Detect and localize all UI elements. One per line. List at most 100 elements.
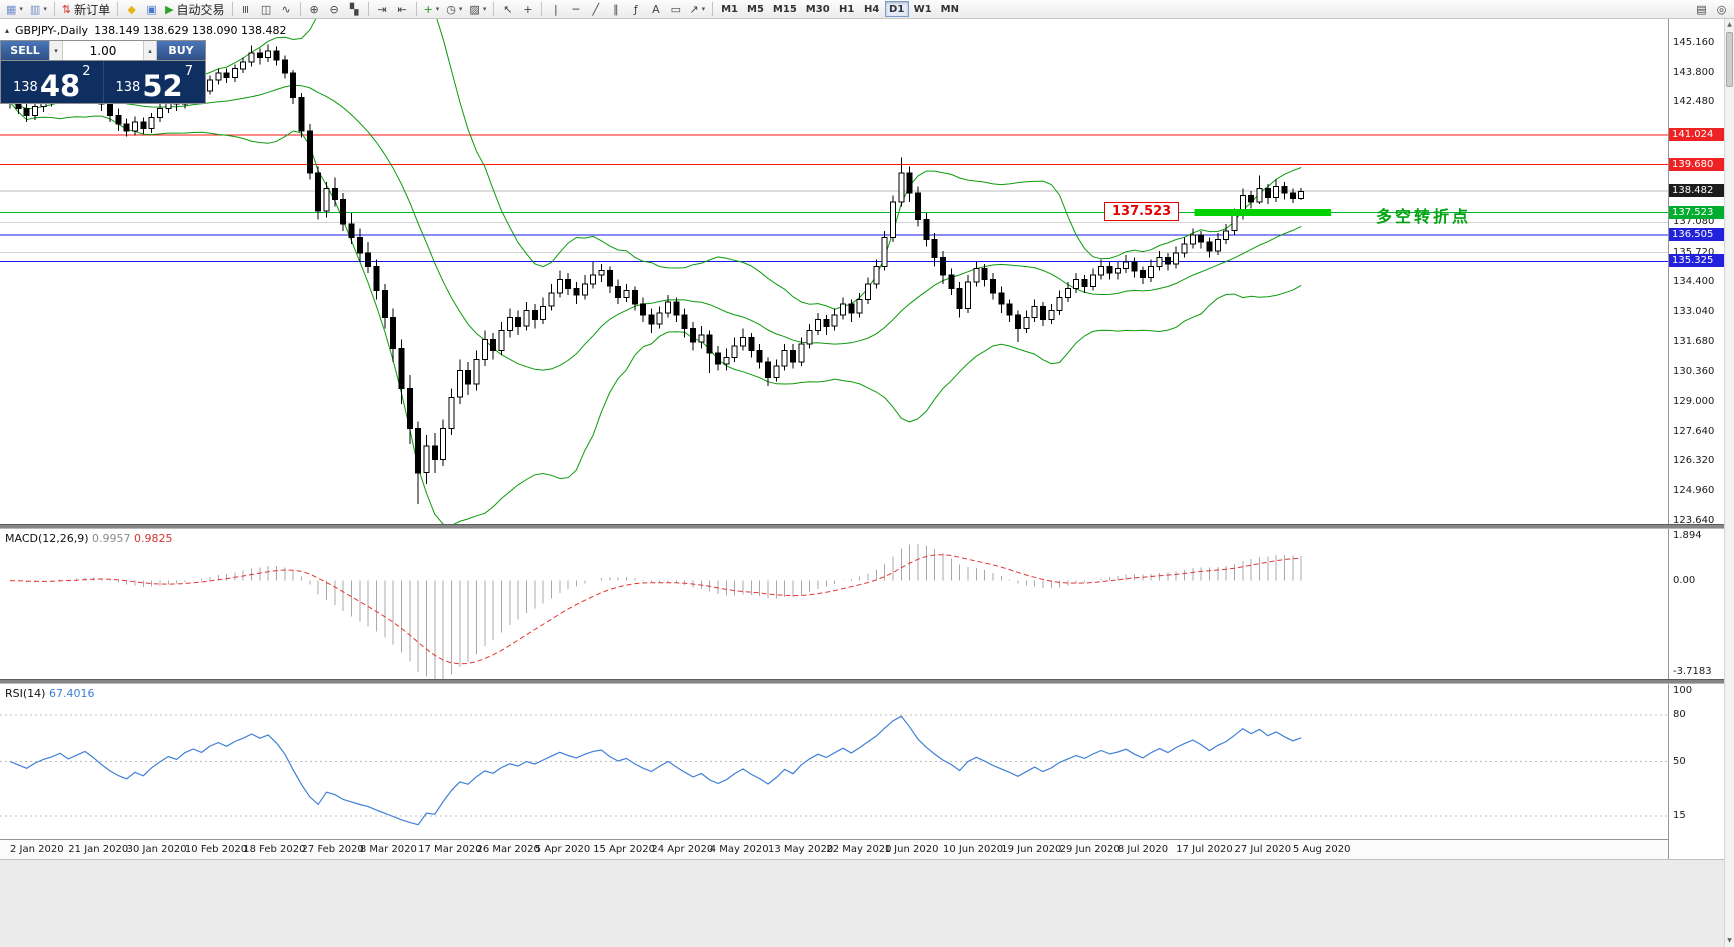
- macd-axis-label: 0.00: [1673, 574, 1696, 586]
- toolbar-separator: [53, 2, 55, 16]
- macd-panel[interactable]: [0, 529, 1668, 679]
- price-chart[interactable]: [0, 19, 1668, 524]
- timeframe-h1-button[interactable]: H1: [835, 1, 859, 17]
- date-axis-label: 5 Aug 2020: [1292, 844, 1351, 855]
- timeframe-d1-button[interactable]: D1: [884, 1, 909, 17]
- main-toolbar: ▦ ▾ ▥ ▾ ⇅ 新订单 ◆ ▣ ▶ 自动交易 ≡ ◫ ∿ ⊕ ⊖ ▚ ⇥ ⇤ + ▾ ◷ ▾ ▨ ▾ ↖ + | ─ ╱ ∥ ƒ A ▭ ↗ ▾…: [0, 0, 1734, 19]
- volume-input[interactable]: 1.00: [63, 41, 143, 60]
- metaeditor-button[interactable]: ◆: [122, 1, 141, 18]
- sell-button[interactable]: SELL: [1, 41, 49, 60]
- vertical-line-tool-button[interactable]: |: [546, 1, 565, 18]
- autotrade-button[interactable]: ▶ 自动交易: [162, 1, 227, 18]
- date-axis-label: 22 May 2020: [826, 844, 892, 855]
- zoom-out-button[interactable]: ⊖: [325, 1, 344, 18]
- scroll-up-icon[interactable]: ▲: [1727, 21, 1732, 28]
- bid-price-figure: 138: [13, 80, 38, 95]
- trendline-tool-icon: ╱: [592, 2, 600, 16]
- chart-shift-button[interactable]: ⇤: [393, 1, 412, 18]
- search-button[interactable]: ◎: [1712, 1, 1731, 18]
- rsi-axis-label: 100: [1673, 685, 1693, 696]
- horizontal-line-tool-button[interactable]: ─: [566, 1, 585, 18]
- alerts-button[interactable]: ▤: [1692, 1, 1711, 18]
- chart-window[interactable]: ▴ GBPJPY-,Daily 138.149 138.629 138.090 …: [0, 19, 1734, 947]
- axis-tick-label: 126.320: [1673, 455, 1715, 467]
- arrows-tool-caret-icon: ▾: [701, 5, 706, 13]
- time-axis[interactable]: 2 Jan 2020 21 Jan 2020 30 Jan 2020 10 Feb 2…: [0, 839, 1668, 859]
- channel-tool-button[interactable]: ∥: [606, 1, 625, 18]
- date-axis-label: 24 Apr 2020: [651, 844, 714, 855]
- zoom-in-button[interactable]: ⊕: [305, 1, 324, 18]
- candlestick-mode-button[interactable]: ◫: [257, 1, 276, 18]
- trendline-tool-button[interactable]: ╱: [586, 1, 605, 18]
- line-chart-mode-button[interactable]: ∿: [277, 1, 296, 18]
- timeframe-w1-button[interactable]: W1: [910, 1, 936, 17]
- alerts-icon: ▤: [1696, 2, 1707, 16]
- price-annotation-box: 137.523: [1104, 202, 1180, 221]
- bid-price-point: 2: [82, 64, 91, 79]
- crosshair-tool-button[interactable]: +: [518, 1, 537, 18]
- axis-tick-label: 124.960: [1673, 485, 1715, 497]
- volume-decrease-button[interactable]: ▾: [49, 41, 63, 60]
- arrows-tool-button[interactable]: ↗ ▾: [686, 1, 708, 18]
- timeframe-m15-button[interactable]: M15: [769, 1, 801, 17]
- volume-increase-button[interactable]: ▴: [143, 41, 157, 60]
- text-tool-button[interactable]: A: [646, 1, 665, 18]
- axis-tick-label: 127.640: [1673, 425, 1715, 437]
- timeframe-h4-button[interactable]: H4: [860, 1, 884, 17]
- timeframe-m1-button[interactable]: M1: [717, 1, 742, 17]
- fibonacci-tool-button[interactable]: ƒ: [626, 1, 645, 18]
- date-axis-label: 15 Apr 2020: [593, 844, 655, 855]
- cursor-tool-button[interactable]: ↖: [498, 1, 517, 18]
- toolbar-separator: [231, 2, 233, 16]
- timeframe-m30-button[interactable]: M30: [802, 1, 834, 17]
- date-axis-label: 21 Jan 2020: [68, 844, 129, 855]
- ask-price-display[interactable]: 138 52 7: [102, 61, 205, 103]
- auto-scroll-button[interactable]: ⇥: [373, 1, 392, 18]
- panel-splitter-macd[interactable]: [0, 524, 1734, 529]
- market-watch-button[interactable]: ▣: [142, 1, 161, 18]
- one-click-toggle-icon[interactable]: ▴: [5, 26, 10, 35]
- bar-chart-mode-button[interactable]: ≡: [237, 1, 256, 18]
- timeframe-mn-button[interactable]: MN: [937, 1, 963, 17]
- toolbar-separator: [541, 2, 543, 16]
- periods-button[interactable]: ◷ ▾: [443, 1, 465, 18]
- indicators-button[interactable]: + ▾: [421, 1, 443, 18]
- vertical-line-tool-icon: |: [553, 2, 558, 16]
- new-chart-button[interactable]: ▦ ▾: [3, 1, 26, 18]
- arrows-tool-icon: ↗: [689, 2, 699, 16]
- timeframe-m5-button[interactable]: M5: [743, 1, 768, 17]
- auto-scroll-icon: ⇥: [377, 2, 387, 16]
- market-watch-icon: ▣: [146, 2, 157, 16]
- chart-profiles-icon: ▥: [29, 2, 41, 16]
- date-axis-label: 4 May 2020: [709, 844, 769, 855]
- bid-price-display[interactable]: 138 48 2: [1, 61, 103, 103]
- new-chart-caret-icon: ▾: [19, 5, 23, 13]
- date-axis-label: 17 Mar 2020: [418, 844, 482, 855]
- toolbar-separator: [415, 2, 417, 16]
- date-axis-label: 5 Apr 2020: [534, 844, 591, 855]
- chart-profiles-button[interactable]: ▥ ▾: [27, 1, 50, 18]
- vertical-scrollbar[interactable]: ▲ ▼: [1724, 19, 1734, 947]
- tile-windows-button[interactable]: ▚: [345, 1, 364, 18]
- rsi-axis-label: 50: [1673, 755, 1686, 767]
- new-order-button[interactable]: ⇅ 新订单: [59, 1, 113, 18]
- date-axis-label: 10 Feb 2020: [184, 844, 248, 855]
- buy-button[interactable]: BUY: [157, 41, 205, 60]
- metaeditor-icon: ◆: [127, 2, 136, 16]
- price-axis[interactable]: 145.160 143.800 142.480 137.080 135.720 134.4…: [1668, 19, 1724, 859]
- macd-main-value: 0.9957: [92, 532, 131, 545]
- rsi-panel[interactable]: [0, 684, 1668, 839]
- macd-signal-value: 0.9825: [134, 532, 173, 545]
- rsi-axis-label: 80: [1673, 709, 1686, 720]
- date-axis-label: 18 Feb 2020: [243, 844, 306, 855]
- templates-button[interactable]: ▨ ▾: [466, 1, 489, 18]
- scrollbar-thumb[interactable]: [1726, 32, 1733, 87]
- date-axis-label: 26 Mar 2020: [476, 844, 540, 855]
- panel-splitter-rsi[interactable]: [0, 679, 1734, 684]
- price-axis-tag: 141.024: [1669, 127, 1724, 141]
- macd-indicator-label: MACD(12,26,9) 0.9957 0.9825: [5, 532, 173, 545]
- macd-axis-label: 1.894: [1673, 530, 1702, 541]
- scroll-down-icon[interactable]: ▼: [1727, 937, 1732, 944]
- label-tool-button[interactable]: ▭: [666, 1, 685, 18]
- chart-symbol-period: GBPJPY-,Daily: [15, 24, 89, 37]
